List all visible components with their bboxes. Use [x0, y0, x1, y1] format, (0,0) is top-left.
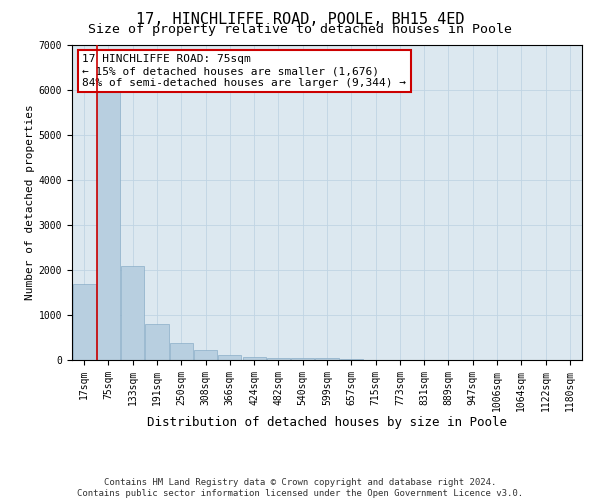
- Text: Size of property relative to detached houses in Poole: Size of property relative to detached ho…: [88, 22, 512, 36]
- Bar: [97, 86, 120, 360]
- Bar: [291, 358, 314, 360]
- Bar: [170, 343, 193, 360]
- Bar: [145, 324, 169, 360]
- Bar: [316, 358, 338, 360]
- Bar: [121, 266, 144, 360]
- Bar: [194, 350, 217, 360]
- Bar: [242, 358, 266, 360]
- Bar: [267, 358, 290, 360]
- Text: 17, HINCHLIFFE ROAD, POOLE, BH15 4ED: 17, HINCHLIFFE ROAD, POOLE, BH15 4ED: [136, 12, 464, 28]
- Y-axis label: Number of detached properties: Number of detached properties: [25, 104, 35, 300]
- Text: Contains HM Land Registry data © Crown copyright and database right 2024.
Contai: Contains HM Land Registry data © Crown c…: [77, 478, 523, 498]
- Bar: [218, 355, 241, 360]
- X-axis label: Distribution of detached houses by size in Poole: Distribution of detached houses by size …: [147, 416, 507, 430]
- Text: 17 HINCHLIFFE ROAD: 75sqm
← 15% of detached houses are smaller (1,676)
84% of se: 17 HINCHLIFFE ROAD: 75sqm ← 15% of detac…: [82, 54, 406, 88]
- Bar: [73, 284, 95, 360]
